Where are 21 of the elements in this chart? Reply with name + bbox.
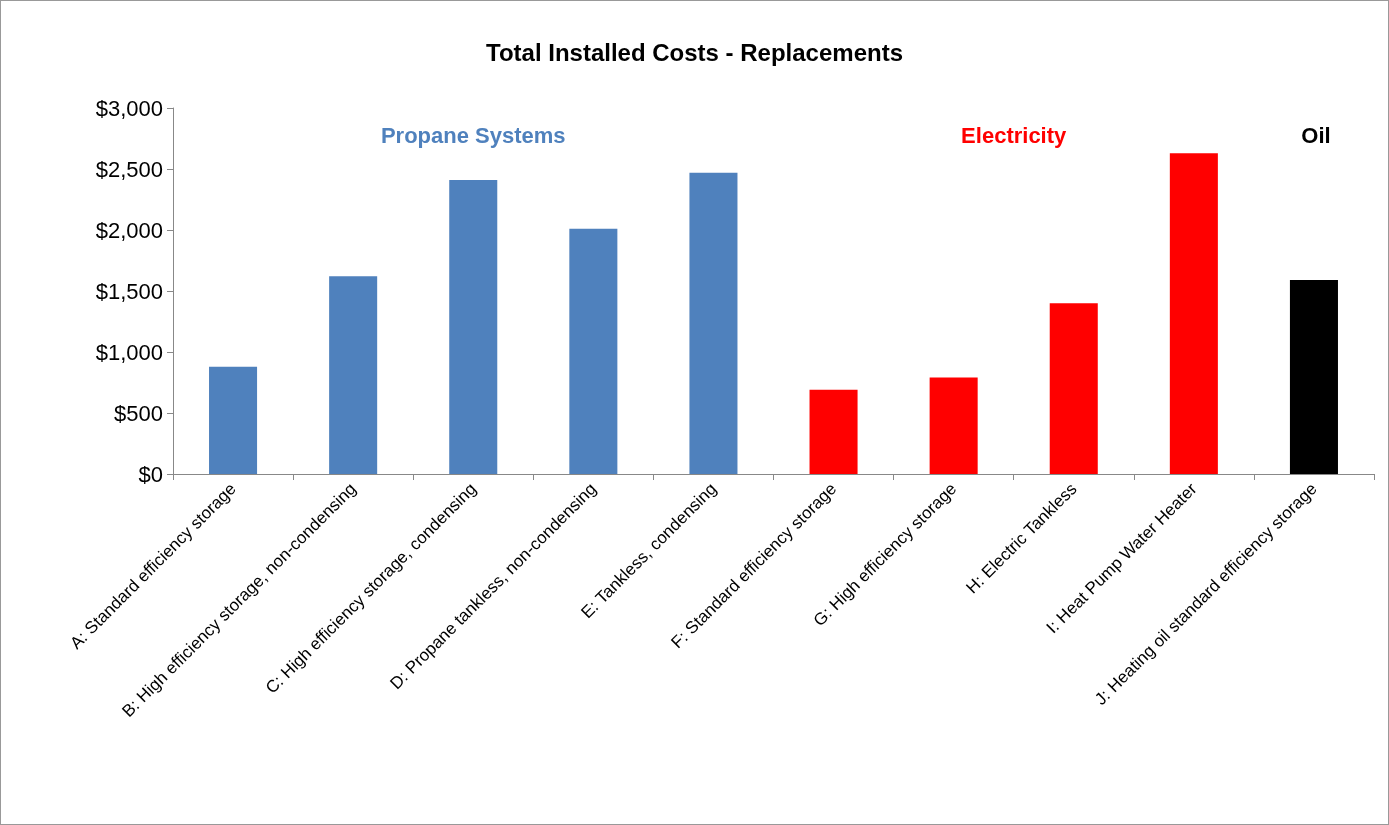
bar (329, 276, 378, 474)
bar (809, 389, 858, 474)
y-tick-label: $1,000 (95, 339, 163, 365)
annotation: Electricity (961, 122, 1068, 148)
bar (569, 228, 618, 474)
bar (1289, 280, 1338, 474)
y-tick-label: $2,000 (95, 217, 163, 243)
annotation: Propane Systems (380, 122, 566, 148)
y-tick-label: $1,500 (95, 278, 163, 304)
y-tick-label: $0 (138, 461, 163, 487)
bar (689, 172, 738, 474)
y-tick-label: $500 (114, 400, 163, 426)
y-tick-label: $2,500 (95, 156, 163, 182)
bar (929, 377, 978, 474)
bar (449, 179, 498, 474)
y-tick-label: $3,000 (95, 95, 163, 121)
bar (1049, 303, 1098, 474)
bar (1169, 153, 1218, 474)
annotation: Oil (1301, 122, 1331, 148)
chart-title: Total Installed Costs - Replacements (486, 38, 903, 66)
bar (209, 366, 258, 474)
